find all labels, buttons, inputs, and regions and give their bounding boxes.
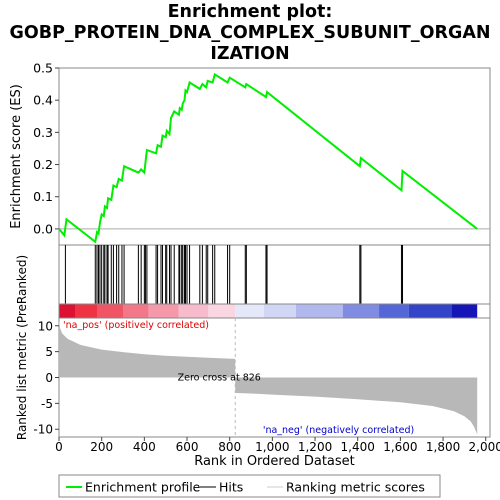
x-axis-label: Rank in Ordered Dataset [194, 454, 355, 469]
heatmap-segment [59, 304, 76, 318]
ranking-metric-area [59, 320, 478, 435]
negative-correlation-label: 'na_neg' (negatively correlated) [263, 425, 414, 436]
heatmap-segment [97, 304, 124, 318]
x-tick-label: 1,000 [255, 440, 289, 454]
es-y-tick-label: 0.0 [33, 221, 53, 236]
legend-box [58, 474, 441, 498]
legend-label: Enrichment profile [85, 480, 201, 495]
es-y-axis-label: Enrichment score (ES) [9, 84, 24, 229]
heatmap-segment [379, 304, 409, 318]
heatmap-bar [58, 303, 491, 319]
heatmap-segment [148, 304, 179, 318]
legend-label: Ranking metric scores [286, 480, 425, 495]
hit-lines [64, 245, 404, 304]
es-y-tick-label: 0.1 [33, 189, 53, 204]
heatmap-segment [208, 304, 236, 318]
hits-panel [58, 244, 491, 305]
x-tick-label: 200 [90, 440, 113, 454]
legend: Enrichment profile Hits Ranking metric sco… [58, 474, 441, 498]
chart-title-line-1: Enrichment plot: [167, 2, 333, 22]
x-tick-label: 2,000 [469, 440, 500, 454]
chart-title-line-3: IZATION [210, 44, 290, 64]
metric-y-axis-label: Ranked list metric (PreRanked) [15, 255, 29, 440]
x-tick-label: 0 [55, 440, 63, 454]
x-tick-label: 1,400 [341, 440, 375, 454]
es-plot-frame [58, 67, 491, 246]
x-tick-label: 1,600 [383, 440, 417, 454]
hits-plot-frame [58, 244, 491, 305]
metric-y-tick-label: -10 [33, 423, 53, 437]
heatmap-segment [408, 304, 452, 318]
heatmap-segment [75, 304, 98, 318]
zero-cross-label: Zero cross at 826 [178, 373, 261, 384]
heatmap-segment [342, 304, 380, 318]
metric-y-tick-label: 5 [45, 345, 53, 359]
heatmap-segment [451, 304, 478, 318]
x-tick-label: 400 [133, 440, 156, 454]
chart-title: Enrichment plot: GOBP_PROTEIN_DNA_COMPLE… [0, 2, 500, 65]
legend-items: Enrichment profile Hits Ranking metric sco… [66, 480, 425, 495]
heatmap-segment [235, 304, 264, 318]
metric-y-ticks: -10 -5 0 5 10 [33, 319, 59, 437]
metric-y-tick-label: -5 [41, 397, 53, 411]
chart-title-line-2: GOBP_PROTEIN_DNA_COMPLEX_SUBUNIT_ORGAN [9, 23, 491, 43]
heatmap-segments [59, 304, 478, 318]
heatmap-segment [295, 304, 343, 318]
enrichment-profile-line [58, 72, 478, 244]
es-y-tick-label: 0.3 [33, 125, 53, 140]
heatmap-segment [263, 304, 296, 318]
x-ticks: 0 200 400 600 800 1,000 1,200 1,400 1,600 1,800 2,… [55, 437, 500, 454]
x-tick-label: 1,800 [426, 440, 460, 454]
x-tick-label: 1,200 [298, 440, 332, 454]
x-tick-label: 600 [176, 440, 199, 454]
legend-label: Hits [219, 480, 243, 495]
es-panel: 0.0 0.1 0.2 0.3 0.4 0.5 Enrichment score (ES) [9, 61, 491, 246]
positive-correlation-label: 'na_pos' (positively correlated) [63, 320, 209, 331]
es-y-tick-label: 0.4 [33, 93, 53, 108]
x-tick-label: 800 [218, 440, 241, 454]
metric-y-tick-label: 0 [45, 371, 53, 385]
metric-panel: -10 -5 0 5 10 'na_pos' (positively correlate… [15, 255, 500, 469]
heatmap-segment [123, 304, 149, 318]
es-y-tick-label: 0.5 [33, 61, 53, 76]
es-y-tick-label: 0.2 [33, 157, 53, 172]
es-y-ticks: 0.0 0.1 0.2 0.3 0.4 0.5 [33, 61, 59, 236]
metric-y-tick-label: 10 [38, 319, 53, 333]
heatmap-segment [178, 304, 209, 318]
